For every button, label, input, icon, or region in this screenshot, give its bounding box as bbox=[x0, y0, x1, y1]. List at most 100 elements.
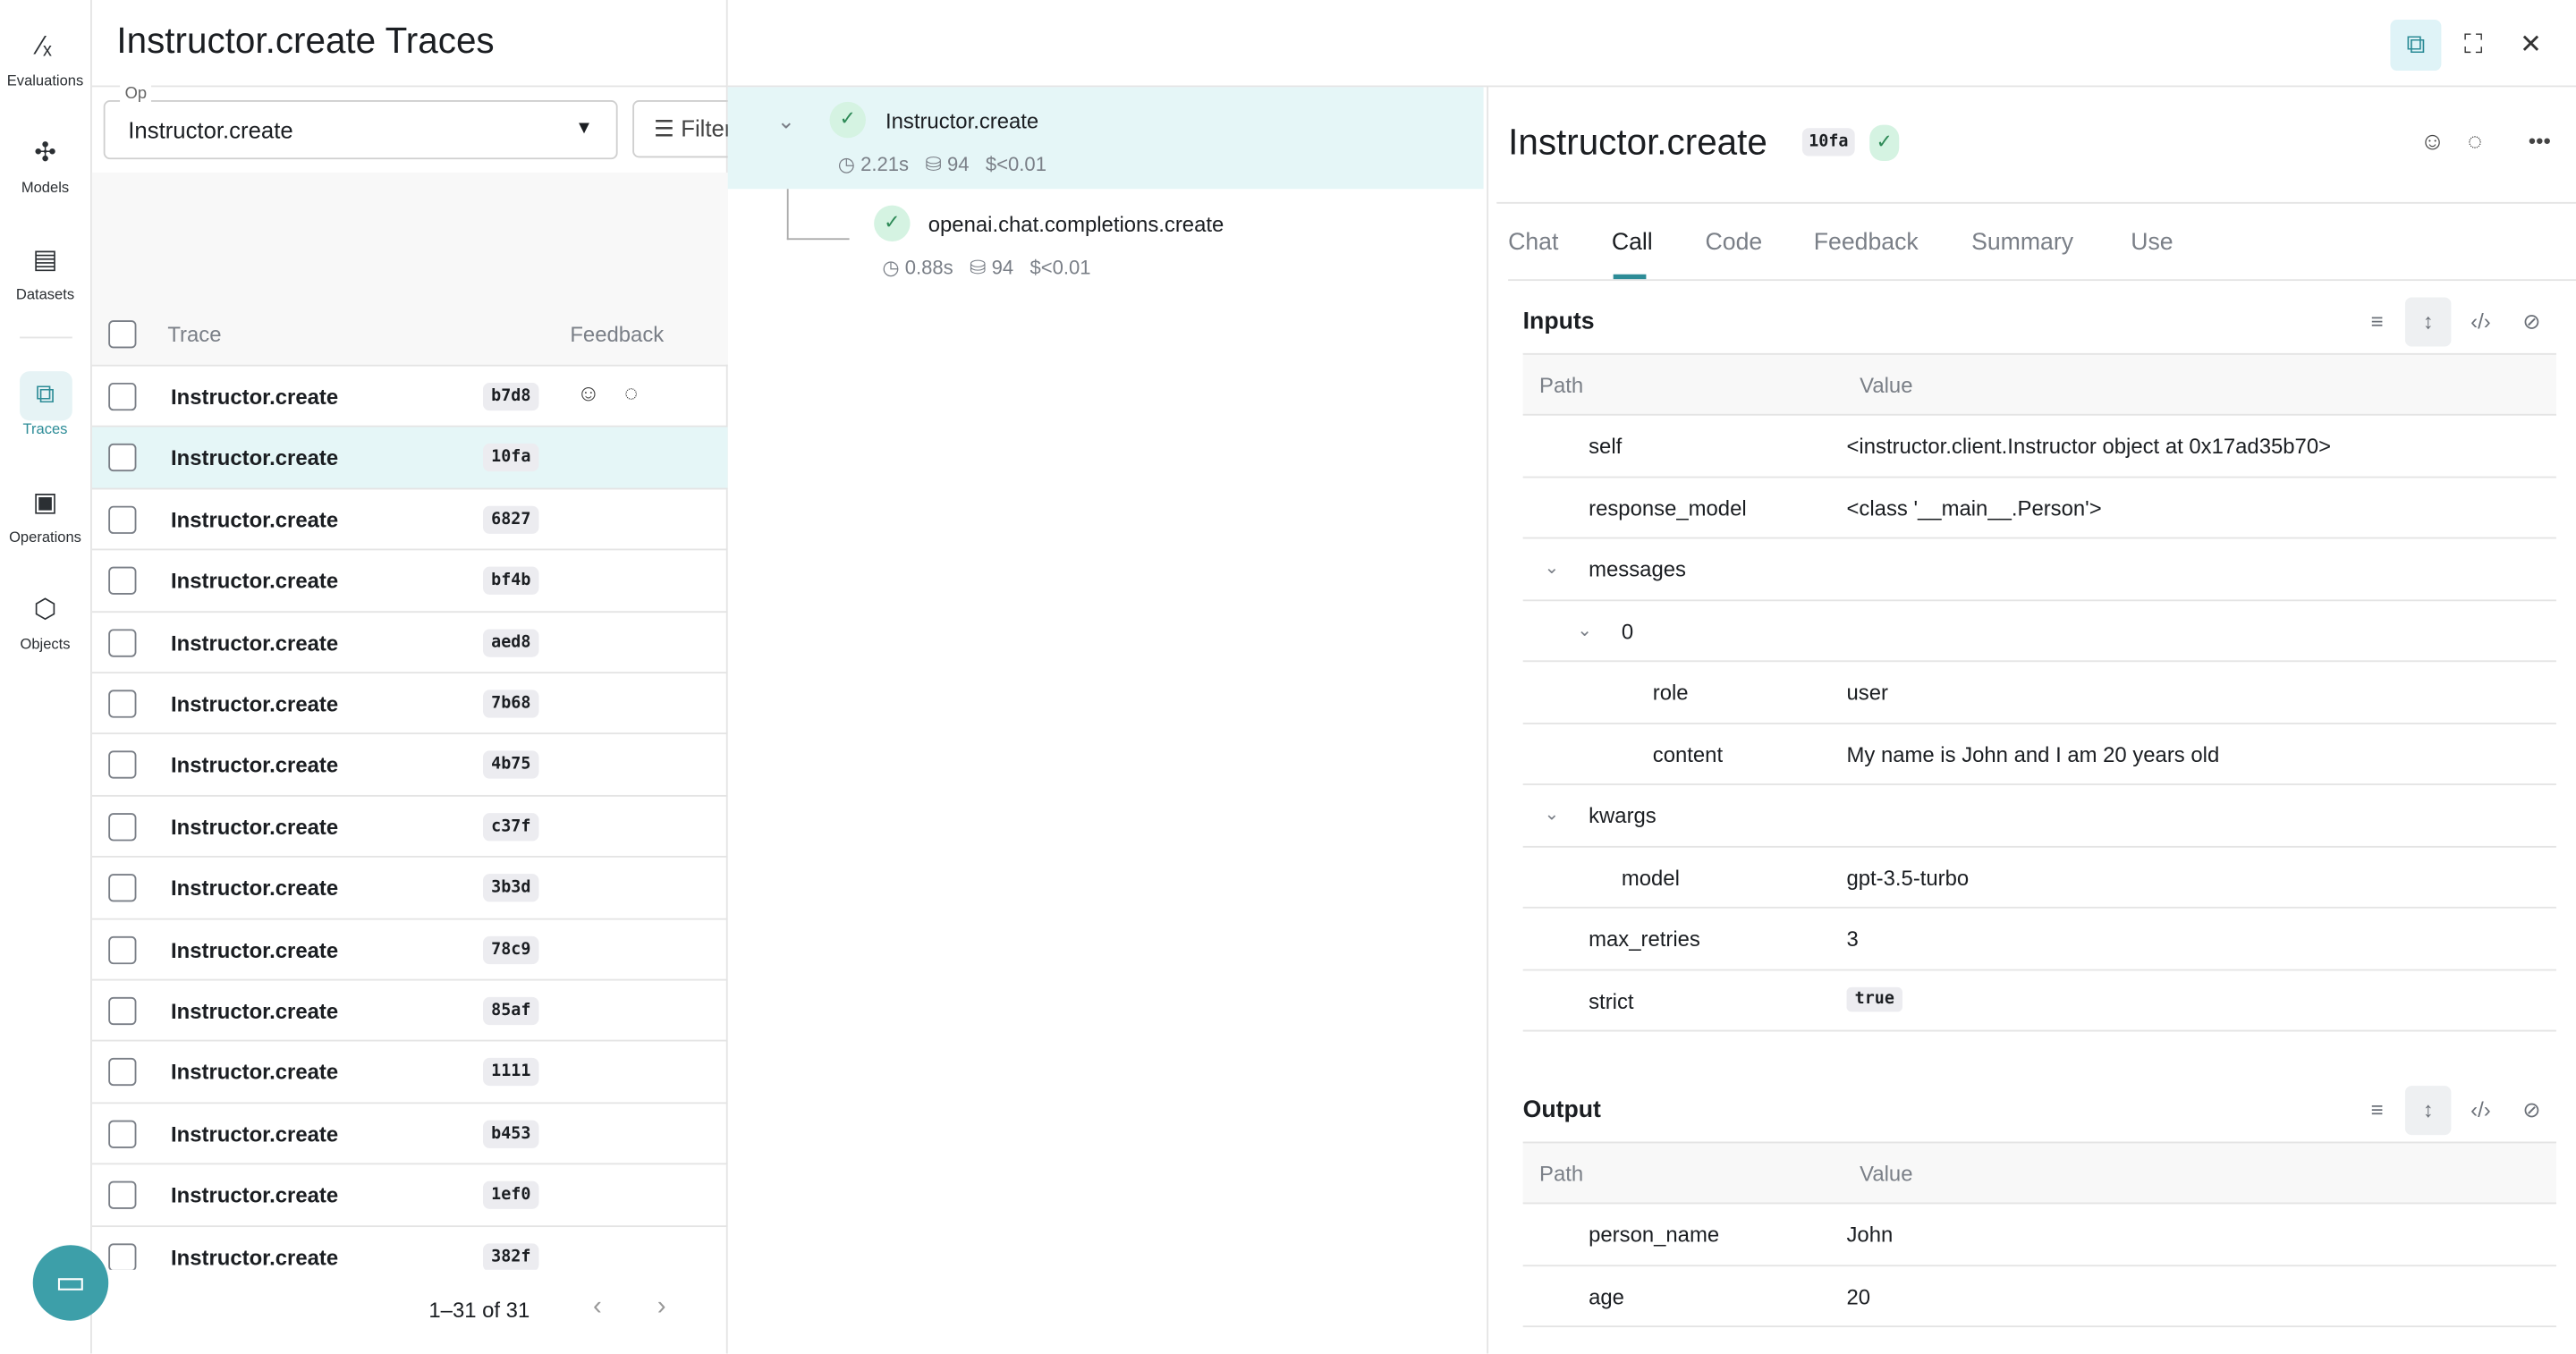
nav-objects[interactable]: ⬡ Objects bbox=[0, 587, 90, 652]
hide-icon[interactable]: ⊘ bbox=[2522, 309, 2541, 334]
input-row: response_model <class '__main__.Person'> bbox=[1522, 478, 2556, 539]
table-row[interactable]: Instructor.create 10fa bbox=[91, 427, 728, 489]
chevron-down-icon[interactable]: ⌄ bbox=[1577, 620, 1593, 640]
row-checkbox[interactable] bbox=[108, 935, 137, 964]
next-page-icon[interactable]: › bbox=[657, 1292, 666, 1321]
tab-call[interactable]: Call bbox=[1611, 230, 1653, 257]
trace-name[interactable]: Instructor.create bbox=[171, 876, 339, 901]
trace-name[interactable]: Instructor.create bbox=[171, 1121, 339, 1147]
tab-feedback[interactable]: Feedback bbox=[1813, 230, 1919, 257]
expand-collapse-icon[interactable]: ↕ bbox=[2404, 297, 2452, 347]
table-row[interactable]: Instructor.create b7d8 ☺ ◌ bbox=[91, 367, 728, 428]
trace-tree-panel: ⌄ ✓ Instructor.create ◷ 2.21s ⛁ 94 $<0.0… bbox=[727, 85, 1489, 1354]
value-cell: user bbox=[1846, 680, 1888, 705]
row-checkbox[interactable] bbox=[108, 1242, 137, 1270]
row-checkbox[interactable] bbox=[108, 382, 137, 411]
table-row[interactable]: Instructor.create 1111 bbox=[91, 1042, 728, 1104]
table-row[interactable]: Instructor.create c37f bbox=[91, 796, 728, 859]
trace-rows: Instructor.create b7d8 ☺ ◌ Instructor.crea… bbox=[91, 367, 728, 1270]
row-checkbox[interactable] bbox=[108, 996, 137, 1026]
row-checkbox[interactable] bbox=[108, 690, 137, 718]
trace-name[interactable]: Instructor.create bbox=[171, 445, 339, 471]
chevron-down-icon[interactable]: ⌄ bbox=[1544, 558, 1560, 579]
trace-name[interactable]: Instructor.create bbox=[171, 1244, 339, 1270]
trace-name[interactable]: Instructor.create bbox=[171, 1182, 339, 1208]
call-detail-panel: Instructor.create 10fa ✓ ☺ ◌ ••• Chat Cal… bbox=[1490, 86, 2576, 1354]
fullscreen-icon[interactable]: ⛶ bbox=[2463, 30, 2483, 60]
hide-icon[interactable]: ⊘ bbox=[2522, 1096, 2541, 1122]
column-feedback[interactable]: Feedback bbox=[570, 321, 665, 347]
row-checkbox[interactable] bbox=[108, 567, 137, 596]
nav-traces[interactable]: ⧉ Traces bbox=[0, 371, 90, 437]
expand-collapse-icon[interactable]: ↕ bbox=[2404, 1086, 2452, 1136]
table-row[interactable]: Instructor.create 1ef0 bbox=[91, 1165, 728, 1227]
row-checkbox[interactable] bbox=[108, 444, 137, 472]
table-row[interactable]: Instructor.create 4b75 bbox=[91, 735, 728, 797]
table-row[interactable]: Instructor.create 78c9 bbox=[91, 919, 728, 981]
table-row[interactable]: Instructor.create 85af bbox=[91, 981, 728, 1043]
trace-name[interactable]: Instructor.create bbox=[171, 630, 339, 656]
output-row: person_name John bbox=[1522, 1204, 2556, 1266]
tab-use[interactable]: Use bbox=[2131, 230, 2174, 257]
row-checkbox[interactable] bbox=[108, 628, 137, 656]
trace-name[interactable]: Instructor.create bbox=[171, 998, 339, 1024]
op-select[interactable]: Instructor.create ▼ bbox=[103, 100, 618, 160]
table-row[interactable]: Instructor.create 3b3d bbox=[91, 858, 728, 919]
value-cell: true bbox=[1846, 986, 1903, 1011]
add-reaction-icon[interactable]: ☺ bbox=[576, 379, 600, 406]
row-checkbox[interactable] bbox=[108, 1120, 137, 1148]
code-view-icon[interactable]: ‹/› bbox=[2470, 1096, 2491, 1122]
trace-name[interactable]: Instructor.create bbox=[171, 507, 339, 532]
select-all-checkbox[interactable] bbox=[108, 320, 137, 349]
tree-node-name[interactable]: Instructor.create bbox=[885, 108, 1039, 133]
nav-operations[interactable]: ▣ Operations bbox=[0, 479, 90, 545]
chat-support-icon[interactable]: ▭ bbox=[32, 1245, 109, 1321]
tab-chat[interactable]: Chat bbox=[1508, 230, 1559, 257]
more-options-icon[interactable]: ••• bbox=[2528, 128, 2551, 153]
table-row[interactable]: Instructor.create 7b68 bbox=[91, 673, 728, 735]
trace-name[interactable]: Instructor.create bbox=[171, 814, 339, 840]
table-header: Path Value bbox=[1522, 352, 2556, 416]
trace-id-badge: 1111 bbox=[482, 1058, 539, 1087]
trace-tree-toggle-icon[interactable]: ⧉ bbox=[2390, 20, 2442, 71]
tab-summary[interactable]: Summary bbox=[1971, 230, 2074, 257]
nav-models[interactable]: ✣ Models bbox=[0, 130, 90, 195]
chevron-down-icon[interactable]: ⌄ bbox=[776, 108, 795, 133]
row-checkbox[interactable] bbox=[108, 505, 137, 534]
close-icon[interactable]: ✕ bbox=[2520, 30, 2542, 60]
add-reaction-icon[interactable]: ☺ bbox=[2419, 128, 2445, 157]
tree-node-name[interactable]: openai.chat.completions.create bbox=[928, 211, 1224, 237]
filter-button[interactable]: ☰ Filter bbox=[632, 100, 748, 158]
comment-icon[interactable]: ◌ bbox=[2467, 128, 2483, 157]
nav-evaluations[interactable]: ⁄ₓ Evaluations bbox=[0, 23, 90, 89]
table-row[interactable]: Instructor.create aed8 bbox=[91, 612, 728, 674]
trace-name[interactable]: Instructor.create bbox=[171, 752, 339, 778]
trace-name[interactable]: Instructor.create bbox=[171, 691, 339, 716]
comment-icon[interactable]: ◌ bbox=[623, 379, 639, 406]
chevron-down-icon[interactable]: ⌄ bbox=[1544, 804, 1560, 825]
list-view-icon[interactable]: ≡ bbox=[2370, 1096, 2384, 1122]
table-row[interactable]: Instructor.create b453 bbox=[91, 1104, 728, 1165]
table-row[interactable]: Instructor.create 6827 bbox=[91, 489, 728, 551]
tab-code[interactable]: Code bbox=[1705, 230, 1763, 257]
row-checkbox[interactable] bbox=[108, 751, 137, 780]
column-trace[interactable]: Trace bbox=[167, 321, 222, 347]
trace-id-badge: 10fa bbox=[482, 444, 539, 472]
row-checkbox[interactable] bbox=[108, 1181, 137, 1210]
path-cell: role bbox=[1652, 680, 1689, 705]
trace-name[interactable]: Instructor.create bbox=[171, 384, 339, 410]
models-icon: ✣ bbox=[34, 140, 56, 168]
nav-datasets[interactable]: ▤ Datasets bbox=[0, 236, 90, 302]
prev-page-icon[interactable]: ‹ bbox=[593, 1292, 602, 1321]
table-row[interactable]: Instructor.create bf4b bbox=[91, 551, 728, 613]
list-view-icon[interactable]: ≡ bbox=[2370, 309, 2384, 334]
trace-name[interactable]: Instructor.create bbox=[171, 1060, 339, 1085]
code-view-icon[interactable]: ‹/› bbox=[2470, 309, 2491, 334]
row-checkbox[interactable] bbox=[108, 812, 137, 842]
trace-name[interactable]: Instructor.create bbox=[171, 937, 339, 962]
value-cell: John bbox=[1846, 1222, 1894, 1248]
row-checkbox[interactable] bbox=[108, 874, 137, 902]
row-checkbox[interactable] bbox=[108, 1058, 137, 1087]
table-row[interactable]: Instructor.create 382f bbox=[92, 1226, 728, 1270]
trace-name[interactable]: Instructor.create bbox=[171, 568, 339, 594]
